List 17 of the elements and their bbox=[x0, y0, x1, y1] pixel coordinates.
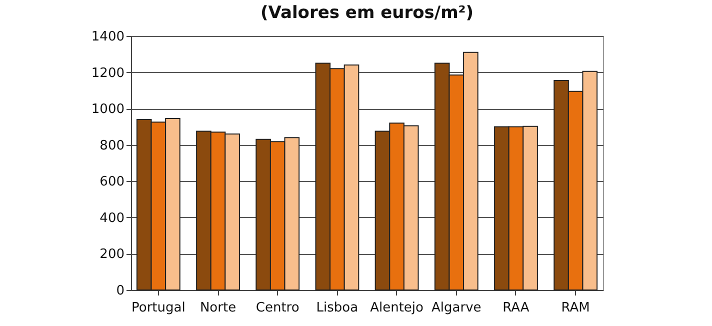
y-tick-label: 0 bbox=[116, 284, 124, 298]
x-tick-label: Alentejo bbox=[370, 300, 424, 316]
x-tick-label: RAA bbox=[502, 300, 530, 316]
y-tick-label: 800 bbox=[100, 138, 124, 154]
x-tick-label: Portugal bbox=[131, 300, 186, 316]
x-tick-label: Norte bbox=[200, 300, 236, 316]
x-tick-label: Centro bbox=[256, 300, 300, 316]
chart-title: (Valores em euros/m²) bbox=[260, 3, 474, 23]
y-tick-label: 600 bbox=[100, 174, 124, 190]
y-tick-label: 1000 bbox=[91, 102, 124, 118]
x-tick-label: Lisboa bbox=[316, 300, 358, 316]
y-tick-label: 200 bbox=[100, 247, 124, 262]
y-tick-label: 400 bbox=[100, 210, 124, 226]
y-tick-label: 1400 bbox=[91, 30, 124, 44]
y-tick-label: 1200 bbox=[91, 66, 124, 81]
x-tick-label: Algarve bbox=[432, 300, 482, 316]
x-tick-label: RAM bbox=[561, 300, 590, 316]
